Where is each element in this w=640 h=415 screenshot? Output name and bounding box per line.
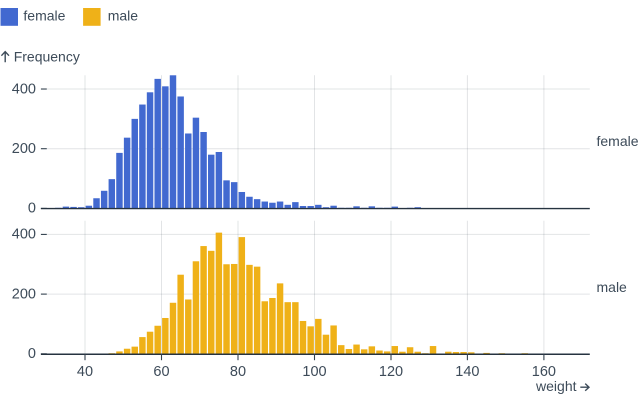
svg-text:100: 100: [302, 364, 326, 380]
svg-text:160: 160: [532, 364, 556, 380]
svg-text:0: 0: [28, 201, 36, 217]
svg-text:weight: weight: [535, 378, 577, 394]
svg-text:400: 400: [12, 227, 36, 243]
svg-text:140: 140: [455, 364, 479, 380]
svg-text:female: female: [597, 133, 639, 149]
svg-text:0: 0: [28, 346, 36, 362]
svg-text:120: 120: [379, 364, 403, 380]
svg-text:Frequency: Frequency: [14, 49, 80, 65]
svg-text:200: 200: [12, 141, 36, 157]
svg-text:male: male: [108, 8, 139, 24]
svg-text:40: 40: [77, 364, 93, 380]
svg-text:male: male: [597, 279, 628, 295]
svg-text:200: 200: [12, 286, 36, 302]
svg-text:400: 400: [12, 81, 36, 97]
svg-text:female: female: [23, 8, 65, 24]
svg-text:60: 60: [153, 364, 169, 380]
svg-text:80: 80: [230, 364, 246, 380]
